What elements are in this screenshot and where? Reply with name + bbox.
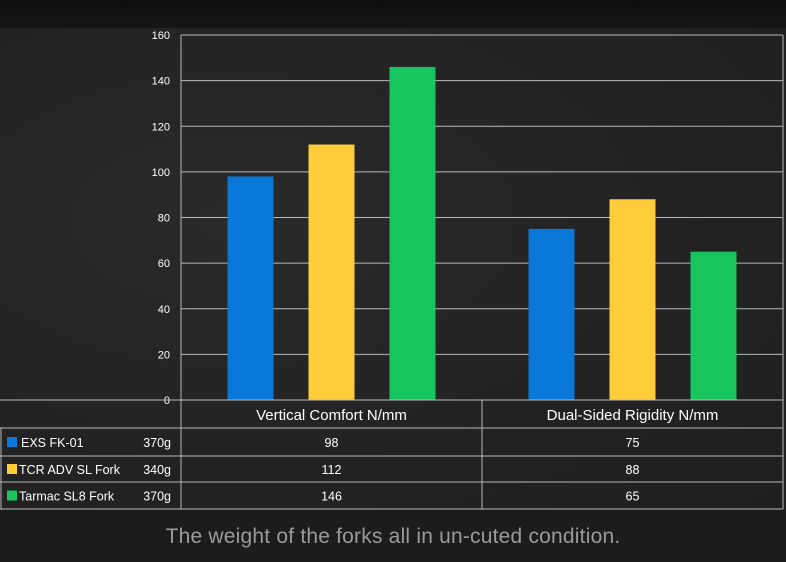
legend-swatch (7, 464, 17, 474)
axis-layer: 0 20 40 60 80 100 120 140 160 (152, 30, 170, 407)
legend-series-name: TCR ADV SL Fork (19, 463, 121, 477)
category-label: Vertical Comfort N/mm (256, 407, 407, 424)
legend-weight: 370g (143, 490, 171, 504)
y-tick-label: 20 (158, 349, 170, 361)
legend-series-name: Tarmac SL8 Fork (19, 490, 115, 504)
y-tick-label: 40 (158, 304, 170, 316)
table-value: 88 (626, 463, 640, 477)
bar (389, 66, 436, 400)
y-tick-label: 120 (152, 121, 170, 133)
top-band (0, 0, 786, 28)
bar (690, 251, 737, 400)
y-tick-label: 60 (158, 258, 170, 270)
legend-swatch (7, 490, 17, 501)
legend-series-name: EXS FK-01 (21, 436, 84, 450)
bar (308, 144, 355, 400)
legend-swatch (7, 437, 17, 447)
legend-weight: 340g (143, 463, 171, 477)
bar (528, 228, 575, 400)
bar (609, 199, 656, 400)
y-tick-label: 140 (152, 76, 170, 88)
table-value: 112 (322, 463, 342, 477)
caption: The weight of the forks all in un-cuted … (165, 525, 621, 548)
y-tick-label: 100 (152, 167, 170, 179)
table-value: 65 (626, 490, 640, 504)
y-tick-label: 0 (164, 395, 170, 407)
data-table: Vertical Comfort N/mm Dual-Sided Rigidity… (0, 399, 783, 510)
y-tick-label: 160 (152, 30, 170, 42)
table-value: 75 (626, 436, 640, 450)
table-value: 98 (325, 436, 339, 450)
category-label: Dual-Sided Rigidity N/mm (547, 407, 719, 424)
bar-chart: 0 20 40 60 80 100 120 140 160 Vertical Comfort N… (0, 30, 784, 510)
table-value: 146 (321, 490, 342, 504)
legend-weight: 370g (143, 436, 171, 450)
bar-layer (227, 66, 737, 400)
y-tick-label: 80 (158, 213, 170, 225)
grid-layer (180, 34, 784, 509)
bar (227, 176, 274, 400)
